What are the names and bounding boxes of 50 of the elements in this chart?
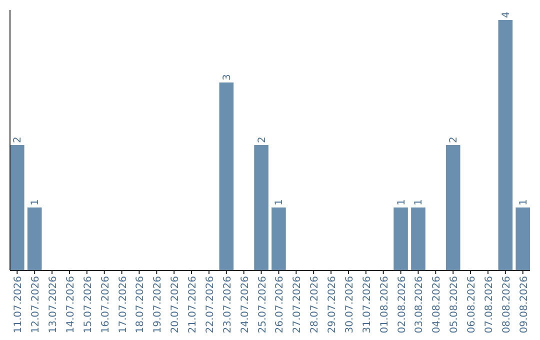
x-tick-label: 20.07.2026: [170, 276, 182, 334]
data-label: 1: [396, 199, 408, 206]
x-tick-label: 18.07.2026: [135, 276, 146, 334]
x-tick-label: 23.07.2026: [222, 276, 234, 334]
x-tick-label: 09.08.2026: [518, 276, 530, 334]
x-tick-label: 05.08.2026: [449, 276, 460, 334]
x-tick-label: 08.08.2026: [501, 276, 512, 334]
x-tick-label: 21.07.2026: [188, 276, 199, 334]
x-tick-label: 19.07.2026: [152, 276, 164, 334]
data-label: 2: [12, 136, 24, 143]
x-tick-label: 27.07.2026: [292, 276, 304, 334]
bar: [498, 20, 513, 270]
x-tick-label: 24.07.2026: [240, 276, 251, 334]
bar: [516, 208, 530, 270]
x-tick-label: 07.08.2026: [484, 276, 495, 334]
x-tick-label: 11.07.2026: [13, 276, 24, 334]
data-label: 3: [222, 74, 233, 80]
x-tick-label: 26.07.2026: [274, 276, 286, 334]
bar: [27, 208, 42, 270]
x-tick-label: 28.07.2026: [310, 276, 321, 334]
x-tick-label: 25.07.2026: [257, 276, 268, 334]
bar: [272, 208, 286, 270]
x-tick-label: 01.08.2026: [379, 276, 390, 334]
x-tick-label: 06.08.2026: [466, 276, 478, 334]
x-tick-label: 12.07.2026: [30, 276, 42, 334]
x-tick-label: 31.07.2026: [362, 276, 373, 334]
bar: [446, 145, 460, 270]
data-label: 2: [256, 136, 268, 143]
data-label: 2: [448, 136, 460, 143]
data-label: 1: [414, 199, 425, 206]
x-tick-label: 13.07.2026: [48, 276, 60, 334]
bar: [394, 208, 408, 270]
bar: [219, 82, 234, 270]
x-tick-label: 29.07.2026: [327, 276, 338, 334]
x-tick-label: 17.07.2026: [118, 276, 129, 334]
data-label: 4: [500, 12, 512, 18]
x-tick-label: 04.08.2026: [432, 276, 443, 334]
x-tick-label: 22.07.2026: [204, 276, 216, 334]
x-tick-label: 03.08.2026: [414, 276, 426, 334]
x-tick-label: 14.07.2026: [65, 276, 76, 334]
bar: [411, 208, 426, 270]
x-tick-label: 30.07.2026: [344, 276, 356, 334]
x-tick-label: 16.07.2026: [100, 276, 112, 334]
x-tick-label: 02.08.2026: [396, 276, 408, 334]
data-label: 1: [518, 199, 530, 206]
data-label: 1: [30, 199, 42, 206]
x-tick-label: 15.07.2026: [82, 276, 94, 334]
bar: [10, 145, 24, 270]
bar: [254, 145, 268, 270]
data-label: 1: [274, 199, 286, 206]
